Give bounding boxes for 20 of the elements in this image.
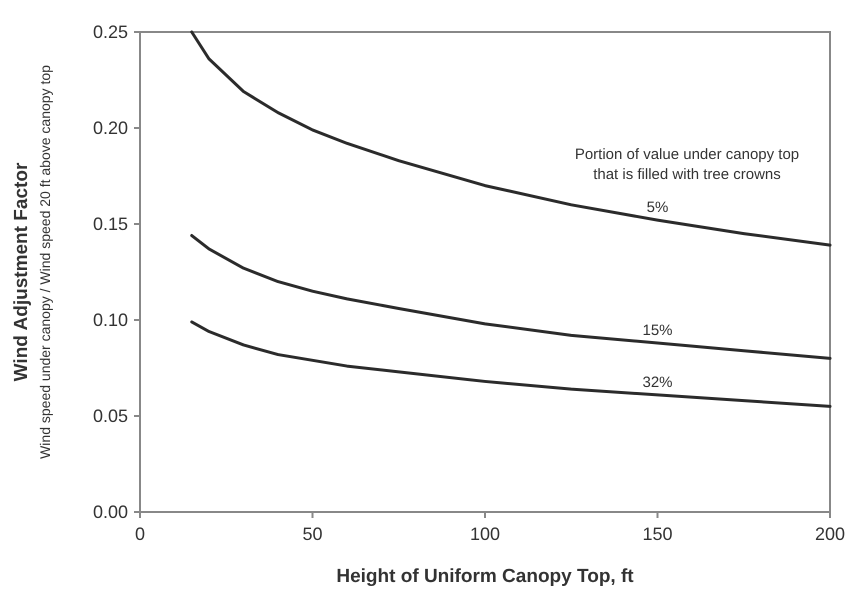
y-tick-label: 0.25: [92, 22, 128, 42]
series-label: 32%: [642, 374, 673, 391]
y-tick-label: 0.15: [92, 214, 128, 234]
x-tick-label: 200: [814, 524, 846, 544]
x-tick-label: 150: [642, 524, 673, 544]
x-axis-title: Height of Uniform Canopy Top, ft: [336, 566, 634, 587]
y-axis-title: Wind Adjustment Factor Wind speed under canopy / Wind speed 20 ft above canopy top: [11, 64, 53, 459]
x-tick-label: 0: [134, 524, 146, 544]
annotation: Portion of value under canopy top that is filled with tree crowns: [574, 146, 800, 183]
y-tick-label: 0.00: [92, 502, 128, 522]
line-series: [190, 320, 832, 408]
line-series: [190, 30, 832, 247]
y-tick-label: 0.05: [92, 406, 128, 426]
y-tick-label: 0.10: [92, 310, 128, 330]
line-series: [190, 234, 832, 360]
x-tick-label: 100: [470, 524, 500, 544]
series-label: 5%: [646, 199, 668, 216]
y-tick-label: 0.20: [92, 118, 128, 138]
x-tick-label: 50: [302, 524, 323, 544]
series-label: 15%: [642, 322, 673, 340]
